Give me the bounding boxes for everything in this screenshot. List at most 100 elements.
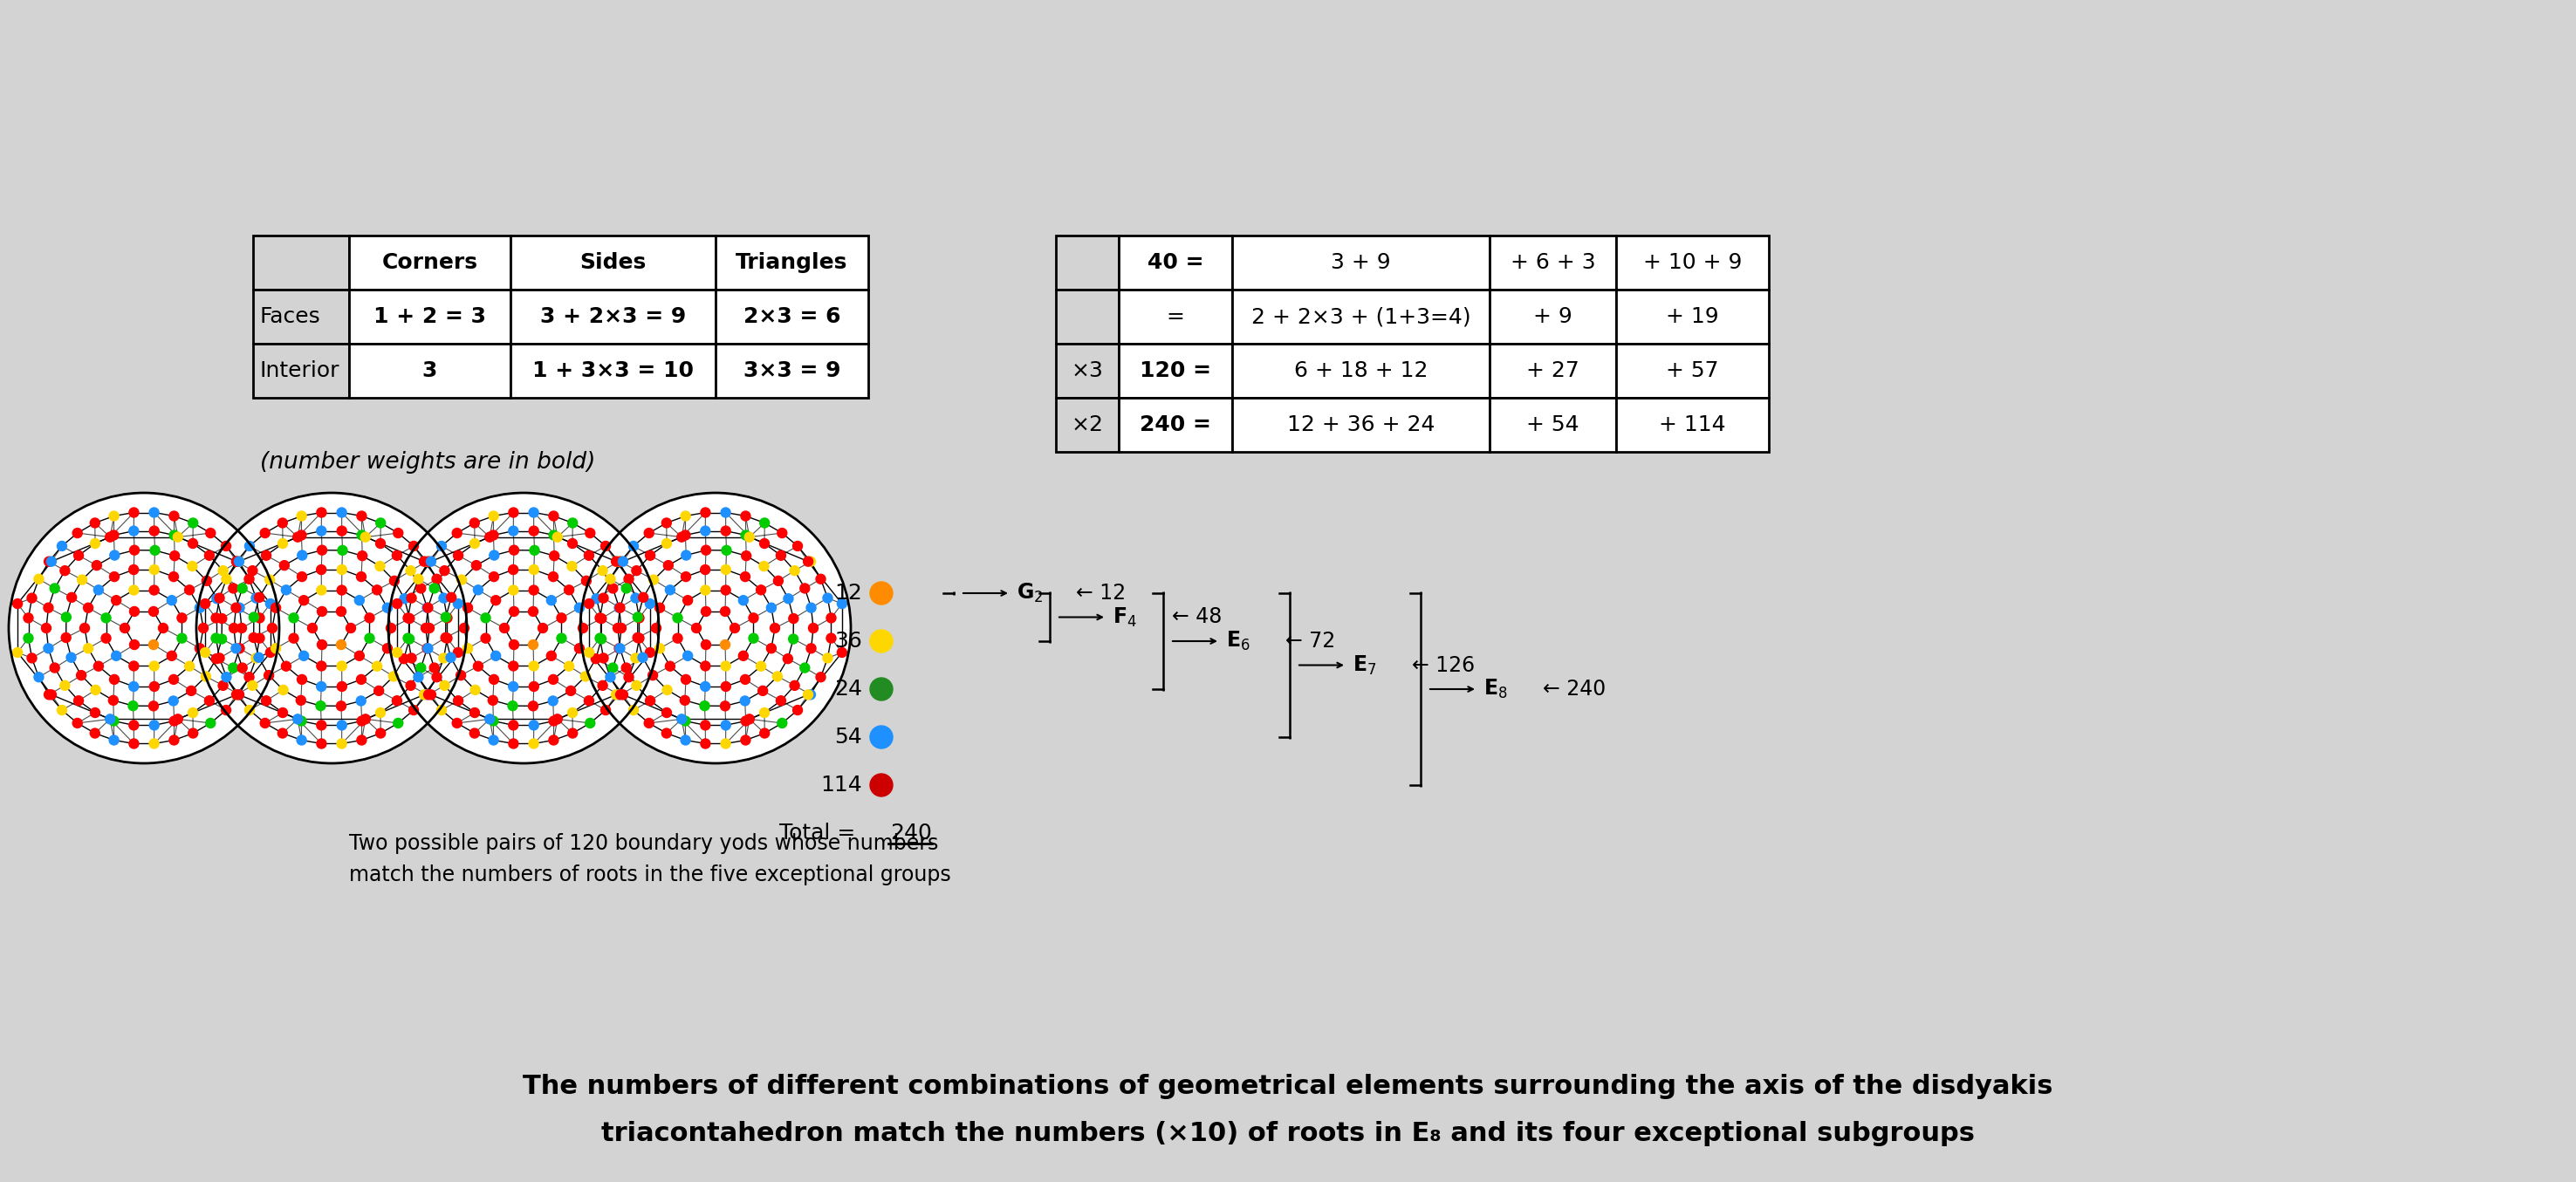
Circle shape xyxy=(374,662,381,671)
Circle shape xyxy=(507,526,518,535)
Text: + 19: + 19 xyxy=(1667,306,1718,327)
Circle shape xyxy=(394,719,402,728)
Bar xyxy=(510,290,716,344)
Circle shape xyxy=(742,511,750,521)
Circle shape xyxy=(337,701,345,710)
Circle shape xyxy=(250,632,258,643)
Circle shape xyxy=(108,531,118,540)
Circle shape xyxy=(229,623,240,632)
Circle shape xyxy=(72,719,82,728)
Circle shape xyxy=(742,735,750,745)
Circle shape xyxy=(701,526,711,535)
Circle shape xyxy=(57,706,67,715)
Circle shape xyxy=(662,518,672,527)
Circle shape xyxy=(690,623,701,632)
Circle shape xyxy=(417,663,425,673)
Circle shape xyxy=(67,652,75,662)
Text: + 57: + 57 xyxy=(1667,361,1718,382)
Circle shape xyxy=(420,690,430,700)
Circle shape xyxy=(129,721,139,730)
Circle shape xyxy=(337,585,348,595)
Circle shape xyxy=(773,576,783,585)
Circle shape xyxy=(634,613,644,623)
Circle shape xyxy=(595,613,605,623)
Circle shape xyxy=(129,585,139,595)
Text: =: = xyxy=(1167,306,1185,327)
Circle shape xyxy=(453,648,464,657)
Circle shape xyxy=(289,613,299,623)
Circle shape xyxy=(549,696,559,706)
Circle shape xyxy=(489,572,500,582)
Circle shape xyxy=(500,623,510,632)
Text: 54: 54 xyxy=(835,727,863,747)
Circle shape xyxy=(760,708,770,717)
Circle shape xyxy=(317,701,325,710)
Circle shape xyxy=(554,714,562,723)
Circle shape xyxy=(410,541,417,551)
Circle shape xyxy=(742,531,750,540)
Circle shape xyxy=(662,539,672,548)
Text: 1 + 3×3 = 10: 1 + 3×3 = 10 xyxy=(533,361,693,382)
Circle shape xyxy=(170,511,178,521)
Circle shape xyxy=(62,632,70,643)
Text: ← 126: ← 126 xyxy=(1412,655,1476,676)
Circle shape xyxy=(456,574,466,585)
Circle shape xyxy=(662,686,672,695)
Circle shape xyxy=(425,623,435,632)
Circle shape xyxy=(482,613,489,623)
Circle shape xyxy=(585,551,595,560)
Circle shape xyxy=(296,716,307,726)
Circle shape xyxy=(639,592,649,602)
Circle shape xyxy=(361,532,371,541)
Text: 3 + 9: 3 + 9 xyxy=(1332,252,1391,273)
Text: + 27: + 27 xyxy=(1528,361,1579,382)
Circle shape xyxy=(639,652,647,662)
Circle shape xyxy=(337,682,348,691)
Circle shape xyxy=(598,635,605,644)
Circle shape xyxy=(361,714,371,723)
Circle shape xyxy=(613,690,623,700)
Circle shape xyxy=(337,565,348,574)
Circle shape xyxy=(201,599,211,609)
Circle shape xyxy=(294,714,301,723)
Text: 2×3 = 6: 2×3 = 6 xyxy=(744,306,840,327)
Circle shape xyxy=(680,551,690,560)
Circle shape xyxy=(528,508,538,518)
Circle shape xyxy=(806,643,817,654)
Circle shape xyxy=(489,716,497,726)
Circle shape xyxy=(801,663,809,673)
Text: 6 + 18 + 12: 6 + 18 + 12 xyxy=(1293,361,1427,382)
Circle shape xyxy=(111,551,118,560)
Circle shape xyxy=(265,599,276,609)
Circle shape xyxy=(422,603,433,612)
Circle shape xyxy=(407,566,415,576)
Circle shape xyxy=(464,603,471,612)
Text: Interior: Interior xyxy=(260,361,340,382)
Circle shape xyxy=(616,690,626,700)
Circle shape xyxy=(237,663,247,673)
Circle shape xyxy=(389,671,399,681)
Text: The numbers of different combinations of geometrical elements surrounding the ax: The numbers of different combinations of… xyxy=(523,1073,2053,1099)
Circle shape xyxy=(683,651,693,661)
Circle shape xyxy=(234,690,245,700)
Circle shape xyxy=(608,584,618,593)
Circle shape xyxy=(489,675,500,684)
Circle shape xyxy=(549,735,559,745)
Bar xyxy=(1056,235,1118,290)
Circle shape xyxy=(198,623,209,632)
Circle shape xyxy=(770,623,781,632)
Text: + 10 + 9: + 10 + 9 xyxy=(1643,252,1741,273)
Circle shape xyxy=(222,673,232,682)
Circle shape xyxy=(106,714,116,723)
Circle shape xyxy=(721,721,732,730)
Bar xyxy=(1489,290,1615,344)
Circle shape xyxy=(100,613,111,623)
Circle shape xyxy=(219,681,227,690)
Bar xyxy=(1118,290,1231,344)
Circle shape xyxy=(170,675,178,684)
Circle shape xyxy=(469,518,479,527)
Circle shape xyxy=(46,557,57,566)
Circle shape xyxy=(404,634,412,643)
Circle shape xyxy=(773,671,783,681)
Bar xyxy=(350,290,510,344)
